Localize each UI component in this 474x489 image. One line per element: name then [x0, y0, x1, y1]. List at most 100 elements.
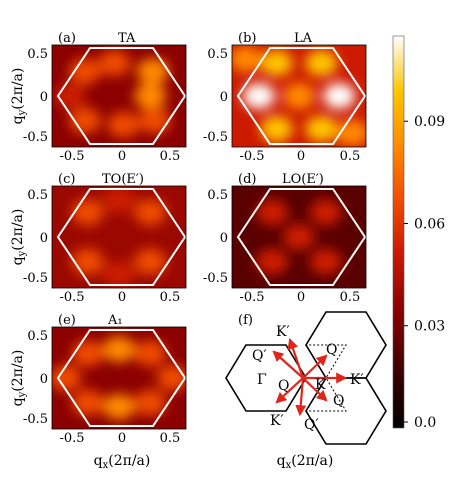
bz-hexagon-e: [56, 329, 187, 427]
panel-title-e: A₁: [107, 313, 123, 328]
heatmap-spot: [156, 365, 186, 391]
heatmap-spot: [103, 393, 135, 420]
bz-hexagon-c: [56, 188, 187, 286]
label-Q-prime-bottom: Q′: [304, 417, 319, 433]
xtick-b-right: 0.5: [340, 149, 361, 164]
heatmap-spot: [134, 248, 167, 275]
heatmap-spot: [256, 248, 289, 275]
panel-title-b: LA: [294, 31, 313, 46]
arrow-to-Q-prime-bottom: [275, 377, 304, 404]
panel-label-c: (c): [58, 172, 75, 187]
panel-label-e: (e): [58, 313, 76, 328]
heatmap-spot: [134, 389, 167, 416]
panel-label-a: (a): [58, 31, 76, 46]
colorbar: 0.09 0.06 0.03 0.0: [392, 35, 445, 431]
dotted-triangle-bottom: [305, 377, 347, 412]
bz-hexagon-a: [56, 47, 187, 145]
ytick-e-mid: 0: [40, 372, 48, 387]
heatmap-spot: [98, 50, 131, 77]
panel-e: (e) A₁ 0.5 0 -0.5 -0.5 0 0.5 qy(2π/a) qx…: [10, 313, 187, 471]
label-Q-low: Q: [333, 393, 344, 409]
heatmap-spot: [103, 336, 135, 363]
bz-hexagon-b: [236, 47, 367, 145]
heatmap-spot: [232, 45, 262, 72]
colorbar-tick-label: 0.03: [414, 319, 445, 335]
heatmap-spot: [305, 50, 338, 77]
xlabel-e: qx(2π/a): [94, 453, 151, 471]
ytick-c-bot: -0.5: [23, 271, 48, 286]
colorbar-tick-label: 0.06: [414, 216, 445, 232]
ytick-e-bot: -0.5: [23, 412, 48, 427]
xtick-e-right: 0.5: [160, 431, 181, 446]
xtick-c-right: 0.5: [160, 290, 181, 305]
ytick-c-top: 0.5: [27, 188, 48, 203]
arrow-to-Q-top: [302, 354, 328, 379]
arrow-to-K-prime-top: [287, 337, 305, 379]
label-Q-top: Q: [326, 342, 337, 358]
xtick-c-left: -0.5: [59, 290, 84, 305]
label-K-prime-bottom: K′: [270, 413, 284, 429]
label-K-mid: K: [315, 377, 326, 393]
xtick-b-left: -0.5: [239, 149, 264, 164]
bz-hexagon-d: [236, 188, 367, 286]
dotted-triangle-top: [305, 344, 347, 379]
heatmap-spot: [71, 389, 104, 416]
heatmap-spot: [138, 107, 171, 134]
heatmap-spot: [309, 248, 342, 275]
ytick-b-top: 0.5: [207, 47, 228, 62]
xtick-c-mid: 0: [118, 290, 126, 305]
heatmap-spot: [260, 50, 293, 77]
ytick-e-top: 0.5: [27, 329, 48, 344]
xlabel-f: qx(2π/a): [277, 453, 334, 471]
panel-c: (c) TO(E′) 0.5 0 -0.5 -0.5 0 0.5 qy(2π/a…: [10, 172, 187, 305]
heatmap-spot: [305, 115, 338, 142]
colorbar-gradient: [392, 35, 405, 429]
xtick-b-mid: 0: [297, 149, 305, 164]
ylabel-e: qy(2π/a): [10, 350, 28, 407]
q-vectors: [272, 337, 348, 417]
ylabel-c: qy(2π/a): [10, 209, 28, 266]
xtick-d-mid: 0: [297, 290, 305, 305]
label-K-prime-top: K′: [276, 324, 290, 340]
heatmap-spot: [107, 111, 140, 138]
xtick-d-right: 0.5: [340, 290, 361, 305]
heatmap-spot: [52, 365, 82, 391]
heatmap-spot: [323, 83, 356, 109]
xtick-d-left: -0.5: [239, 290, 264, 305]
label-Q-prime-left: Q′: [252, 348, 267, 364]
heatmap-spot: [134, 83, 167, 109]
heatmap-spot: [69, 58, 102, 85]
heatmap-spot: [283, 83, 315, 109]
ytick-d-top: 0.5: [207, 188, 228, 203]
ytick-d-mid: 0: [220, 231, 228, 246]
ytick-a-top: 0.5: [27, 47, 48, 62]
panel-b: (b) LA 0.5 0 -0.5 -0.5 0 0.5: [203, 31, 367, 164]
heatmap-spot: [256, 199, 289, 226]
arrow-to-Q-prime-left: [272, 350, 304, 379]
ytick-d-bot: -0.5: [203, 271, 228, 286]
ytick-a-bot: -0.5: [23, 130, 48, 145]
label-K-prime-right: K′: [350, 372, 364, 388]
panel-label-b: (b): [238, 31, 256, 46]
heatmap-spot: [134, 199, 167, 226]
heatmap-spot: [71, 199, 104, 226]
label-Gamma: Γ: [257, 372, 267, 388]
arrow-to-K-prime-bottom: [295, 377, 307, 417]
xtick-e-left: -0.5: [59, 431, 84, 446]
colorbar-tick-label: 0.09: [414, 114, 445, 130]
ytick-a-mid: 0: [40, 90, 48, 105]
heatmap-spot: [103, 186, 135, 213]
heatmap-spot: [309, 199, 342, 226]
heatmap-spot: [260, 115, 293, 142]
panel-a: (a) TA 0.5 0 -0.5 -0.5 0 0.5 qy(2π/a): [10, 31, 187, 164]
ytick-c-mid: 0: [40, 231, 48, 246]
panel-title-c: TO(E′): [102, 172, 144, 187]
arrow-to-Q-low: [302, 377, 328, 402]
panel-f-diagram: (f) K′ Q′ Q Γ Q K K′ Q K′ Q′ qx(2π/a): [225, 311, 387, 471]
heatmap-spot: [134, 340, 167, 367]
xtick-a-mid: 0: [118, 149, 126, 164]
heatmap-spot: [71, 340, 104, 367]
ytick-b-mid: 0: [220, 90, 228, 105]
heatmap-spot: [103, 261, 135, 288]
